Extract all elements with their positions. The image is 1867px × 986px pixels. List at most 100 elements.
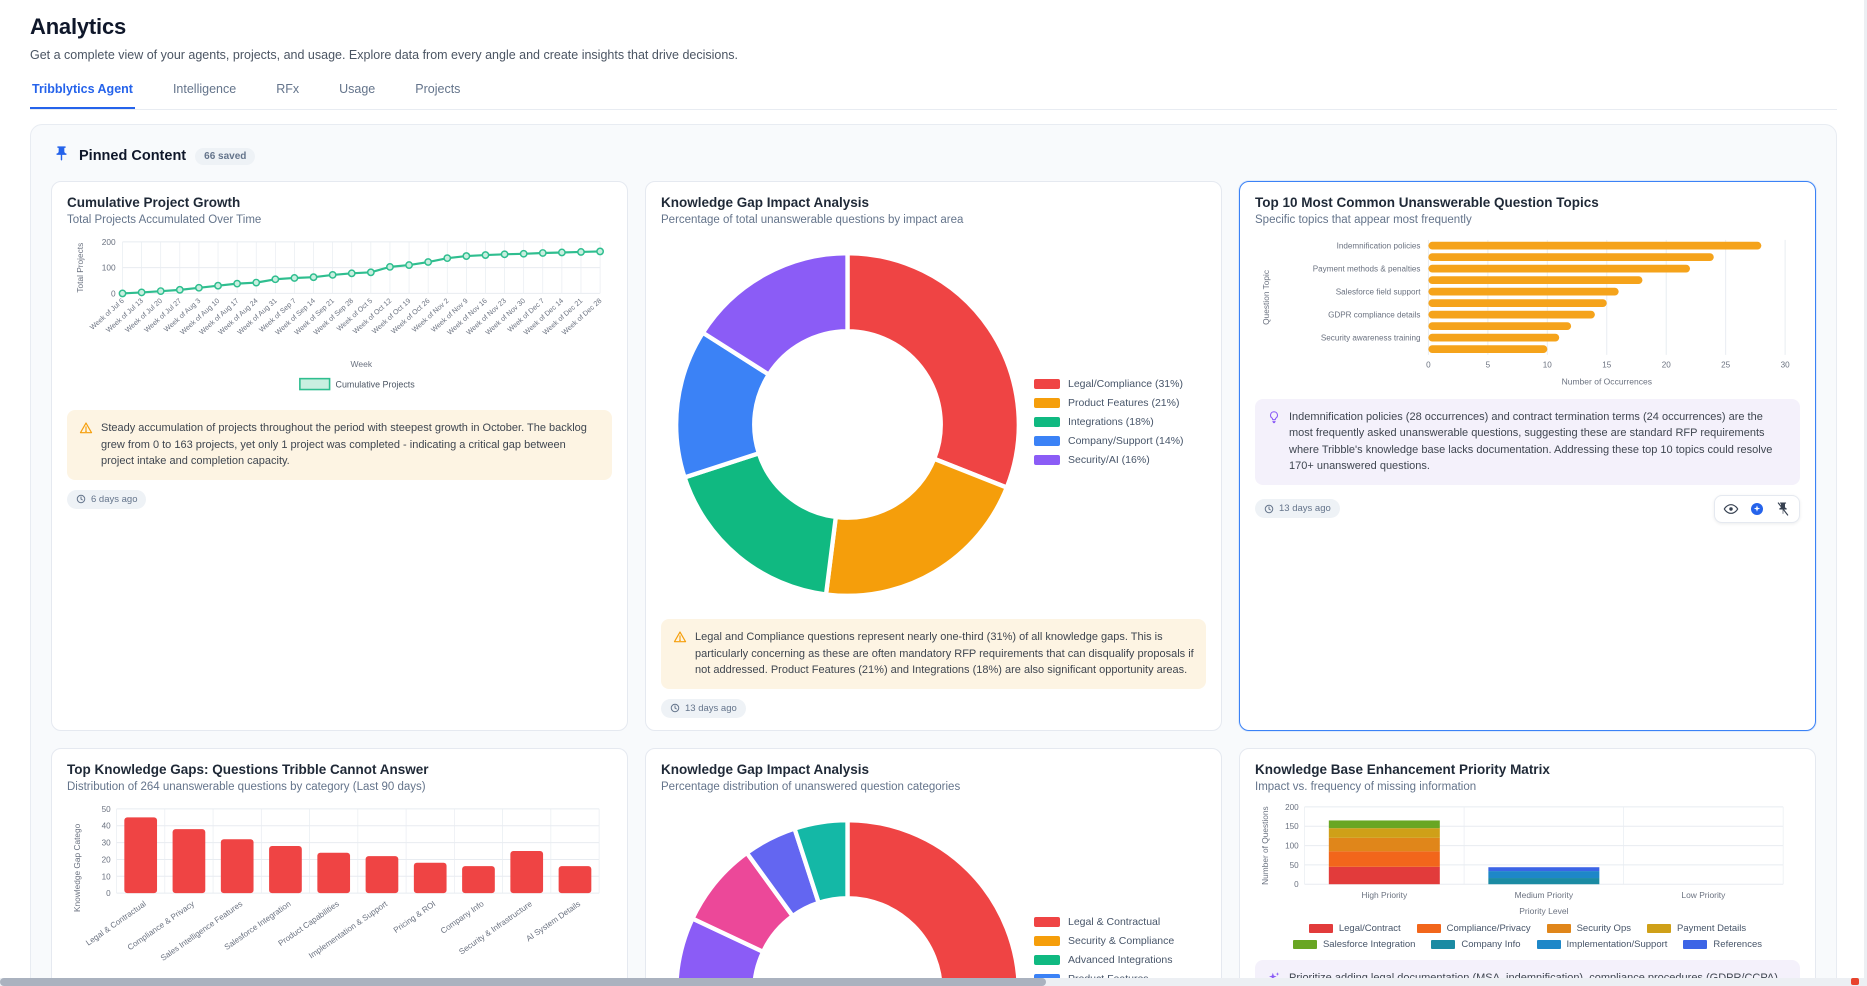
insight-text: Indemnification policies (28 occurrences… bbox=[1289, 410, 1773, 473]
pinned-content-section: Pinned Content 66 saved Cumulative Proje… bbox=[30, 124, 1837, 986]
svg-text:30: 30 bbox=[102, 838, 112, 847]
svg-text:100: 100 bbox=[102, 263, 116, 273]
svg-text:Number of Questions: Number of Questions bbox=[1260, 806, 1270, 885]
card-title: Knowledge Base Enhancement Priority Matr… bbox=[1255, 761, 1550, 777]
svg-text:Sales Intelligence Features: Sales Intelligence Features bbox=[159, 899, 244, 962]
legend-item: Legal/Contract bbox=[1308, 923, 1401, 934]
svg-text:GDPR compliance details: GDPR compliance details bbox=[1328, 310, 1420, 319]
svg-text:200: 200 bbox=[1285, 802, 1299, 811]
pin-icon bbox=[53, 145, 70, 167]
insight-box: Steady accumulation of projects througho… bbox=[67, 410, 612, 480]
svg-text:Number of Occurrences: Number of Occurrences bbox=[1562, 377, 1652, 387]
pinned-content-header: Pinned Content 66 saved bbox=[51, 141, 1816, 181]
card-subtitle: Specific topics that appear most frequen… bbox=[1255, 214, 1472, 226]
legend-item: Product Features (21%) bbox=[1034, 397, 1204, 409]
svg-text:Total Projects: Total Projects bbox=[75, 243, 85, 293]
svg-text:5: 5 bbox=[1486, 361, 1491, 370]
card-action-toolbar bbox=[1714, 494, 1800, 523]
clock-icon bbox=[670, 703, 680, 713]
timestamp-badge: 13 days ago bbox=[661, 698, 746, 718]
legend-item: Legal & Contractual bbox=[1034, 916, 1204, 928]
pinned-cards-grid: Cumulative Project Growth Total Projects… bbox=[51, 181, 1816, 986]
legend-item: Security Ops bbox=[1546, 923, 1631, 934]
svg-text:10: 10 bbox=[102, 872, 112, 881]
svg-text:25: 25 bbox=[1721, 361, 1731, 370]
card-title: Cumulative Project Growth bbox=[67, 195, 241, 210]
card-footer: 13 days ago bbox=[661, 698, 1206, 718]
insight-text: Steady accumulation of projects througho… bbox=[101, 422, 587, 468]
chart-legend: Legal/Contract Compliance/Privacy Security… bbox=[1261, 923, 1794, 950]
page-title: Analytics bbox=[30, 14, 127, 39]
tab-bar: Tribblytics Agent Intelligence RFx Usage… bbox=[30, 82, 1837, 110]
svg-text:0: 0 bbox=[106, 889, 111, 898]
svg-text:Security awareness training: Security awareness training bbox=[1321, 333, 1421, 342]
svg-text:Indemnification policies: Indemnification policies bbox=[1337, 241, 1421, 250]
svg-text:20: 20 bbox=[102, 855, 112, 864]
svg-text:Cumulative Projects: Cumulative Projects bbox=[336, 380, 416, 390]
line-chart: Week of Jul 6 Week of Jul 13 Week of Jul 2… bbox=[67, 232, 612, 402]
svg-text:Knowledge Gap Catego: Knowledge Gap Catego bbox=[72, 823, 82, 912]
lightbulb-icon bbox=[1267, 410, 1281, 430]
tab-intelligence[interactable]: Intelligence bbox=[172, 82, 237, 96]
chart-legend: Legal/Compliance (31%) Product Features (… bbox=[1034, 378, 1206, 466]
card-subtitle: Impact vs. frequency of missing informat… bbox=[1255, 780, 1477, 793]
legend-item: Legal/Compliance (31%) bbox=[1034, 378, 1204, 390]
tab-usage[interactable]: Usage bbox=[339, 82, 376, 96]
stacked-bar-chart: 0 50 100 150 200 High Priority Medium Priority… bbox=[1255, 799, 1800, 920]
tab-projects[interactable]: Projects bbox=[415, 82, 461, 96]
svg-text:Question Topic: Question Topic bbox=[1261, 270, 1271, 325]
card-knowledge-base-priority-matrix[interactable]: Knowledge Base Enhancement Priority Matr… bbox=[1239, 747, 1816, 986]
svg-text:High Priority: High Priority bbox=[1361, 890, 1408, 900]
vertical-bar-chart: 0 10 20 30 40 50 Legal & Contractual Compliance… bbox=[67, 799, 612, 986]
tab-tribblytics-agent[interactable]: Tribblytics Agent bbox=[30, 82, 135, 109]
view-eye-button[interactable] bbox=[1723, 501, 1739, 517]
svg-text:Medium Priority: Medium Priority bbox=[1515, 890, 1574, 900]
svg-text:30: 30 bbox=[1781, 361, 1791, 370]
warning-icon bbox=[79, 421, 93, 441]
notification-dot bbox=[1851, 978, 1859, 985]
card-subtitle: Percentage of total unanswerable questio… bbox=[661, 214, 964, 226]
svg-text:200: 200 bbox=[102, 237, 116, 247]
card-subtitle: Percentage distribution of unanswered qu… bbox=[661, 780, 961, 793]
insight-box: Legal and Compliance questions represent… bbox=[661, 619, 1206, 689]
unpin-button[interactable] bbox=[1775, 501, 1791, 517]
horizontal-bar-chart: 0 5 10 15 20 25 30 Indemnification policies Paym… bbox=[1255, 232, 1800, 391]
svg-text:Payment methods & penalties: Payment methods & penalties bbox=[1313, 264, 1421, 273]
card-top-knowledge-gaps[interactable]: Top Knowledge Gaps: Questions Tribble Ca… bbox=[51, 747, 628, 986]
svg-text:Company Info: Company Info bbox=[439, 899, 486, 936]
page-subtitle: Get a complete view of your agents, proj… bbox=[30, 48, 739, 62]
legend-item: References bbox=[1683, 939, 1762, 950]
svg-text:10: 10 bbox=[1543, 361, 1553, 370]
card-title: Top Knowledge Gaps: Questions Tribble Ca… bbox=[67, 761, 429, 777]
donut-chart: Legal/Compliance (31%) Product Features (… bbox=[661, 232, 1206, 611]
card-knowledge-gap-impact-analysis-2[interactable]: Knowledge Gap Impact Analysis Percentage… bbox=[645, 747, 1222, 986]
legend-item: Compliance/Privacy bbox=[1416, 923, 1531, 934]
saved-count-badge: 66 saved bbox=[195, 147, 256, 165]
svg-text:150: 150 bbox=[1285, 822, 1299, 831]
legend-item: Payment Details bbox=[1646, 923, 1746, 934]
svg-text:50: 50 bbox=[102, 804, 112, 813]
legend-item: Implementation/Support bbox=[1536, 939, 1667, 950]
svg-text:50: 50 bbox=[1290, 860, 1300, 869]
legend-item: Security/AI (16%) bbox=[1034, 454, 1204, 466]
card-knowledge-gap-impact-analysis-1[interactable]: Knowledge Gap Impact Analysis Percentage… bbox=[645, 181, 1222, 731]
card-cumulative-project-growth[interactable]: Cumulative Project Growth Total Projects… bbox=[51, 181, 628, 731]
legend-item: Company/Support (14%) bbox=[1034, 435, 1204, 447]
tab-rfx[interactable]: RFx bbox=[276, 82, 300, 96]
card-top-10-unanswerable-question-topics[interactable]: Top 10 Most Common Unanswerable Question… bbox=[1239, 181, 1816, 731]
right-edge-gutter bbox=[1864, 0, 1867, 986]
svg-text:20: 20 bbox=[1662, 361, 1672, 370]
scrollbar-thumb[interactable] bbox=[0, 978, 1046, 986]
card-subtitle: Total Projects Accumulated Over Time bbox=[67, 214, 262, 226]
insight-box: Indemnification policies (28 occurrences… bbox=[1255, 398, 1800, 485]
card-title: Top 10 Most Common Unanswerable Question… bbox=[1255, 195, 1599, 210]
ai-insight-button[interactable] bbox=[1749, 501, 1765, 517]
svg-text:Pricing & ROI: Pricing & ROI bbox=[392, 899, 437, 935]
horizontal-scrollbar[interactable] bbox=[0, 978, 1867, 986]
svg-text:Priority Level: Priority Level bbox=[1519, 905, 1568, 915]
card-subtitle: Distribution of 264 unanswerable questio… bbox=[67, 780, 426, 793]
timestamp-badge: 13 days ago bbox=[1255, 499, 1340, 519]
insight-text: Legal and Compliance questions represent… bbox=[695, 631, 1194, 676]
svg-text:Week: Week bbox=[350, 359, 372, 369]
